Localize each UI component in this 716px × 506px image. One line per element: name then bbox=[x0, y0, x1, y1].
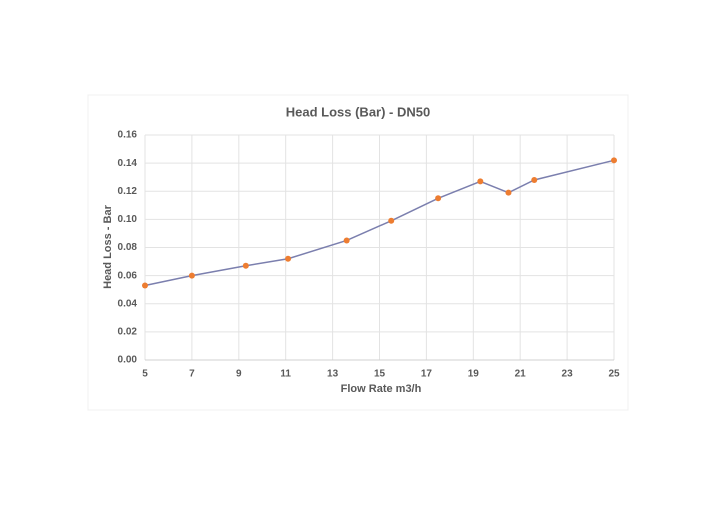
y-tick-label: 0.16 bbox=[118, 130, 138, 141]
x-tick-label: 15 bbox=[374, 369, 386, 380]
y-tick-label: 0.10 bbox=[118, 214, 138, 225]
marker bbox=[343, 237, 350, 244]
x-tick-label: 13 bbox=[327, 369, 339, 380]
y-tick-label: 0.14 bbox=[118, 158, 138, 169]
y-tick-label: 0.06 bbox=[118, 270, 138, 281]
marker bbox=[285, 255, 292, 262]
marker bbox=[531, 177, 538, 183]
marker bbox=[388, 217, 395, 224]
x-tick-label: 17 bbox=[421, 369, 433, 380]
x-tick-label: 25 bbox=[608, 369, 620, 380]
y-tick-label: 0.12 bbox=[118, 186, 138, 197]
marker bbox=[242, 262, 249, 269]
x-tick-label: 9 bbox=[236, 369, 242, 380]
x-tick-label: 5 bbox=[142, 369, 148, 380]
marker bbox=[188, 272, 195, 279]
x-tick-label: 23 bbox=[562, 369, 574, 380]
x-tick-label: 19 bbox=[468, 369, 480, 380]
chart-area bbox=[87, 94, 629, 411]
x-tick-label: 7 bbox=[189, 369, 195, 380]
marker bbox=[611, 157, 617, 164]
y-tick-label: 0.04 bbox=[118, 298, 138, 309]
marker bbox=[435, 195, 442, 202]
x-tick-label: 11 bbox=[280, 369, 291, 380]
y-tick-label: 0.02 bbox=[118, 327, 138, 338]
x-tick-label: 21 bbox=[515, 369, 527, 380]
y-tick-label: 0.00 bbox=[118, 355, 138, 366]
chart-title: Head Loss (Bar) - DN50 bbox=[286, 104, 430, 119]
marker bbox=[477, 178, 484, 185]
y-tick-label: 0.08 bbox=[118, 242, 138, 253]
y-axis-label: Head Loss - Bar bbox=[102, 204, 114, 288]
x-axis-label: Flow Rate m3/h bbox=[341, 383, 422, 395]
marker bbox=[505, 189, 512, 196]
marker bbox=[142, 282, 148, 289]
